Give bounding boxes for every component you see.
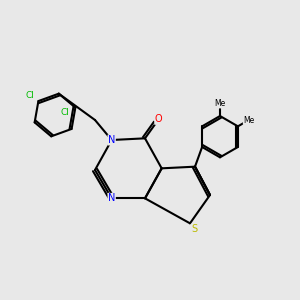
Text: S: S (191, 224, 197, 234)
Text: Cl: Cl (26, 91, 34, 100)
Text: N: N (108, 193, 116, 203)
Text: O: O (155, 114, 162, 124)
Text: Me: Me (214, 99, 226, 108)
Text: Me: Me (243, 116, 254, 124)
Text: Cl: Cl (61, 108, 70, 117)
Text: N: N (108, 135, 116, 145)
